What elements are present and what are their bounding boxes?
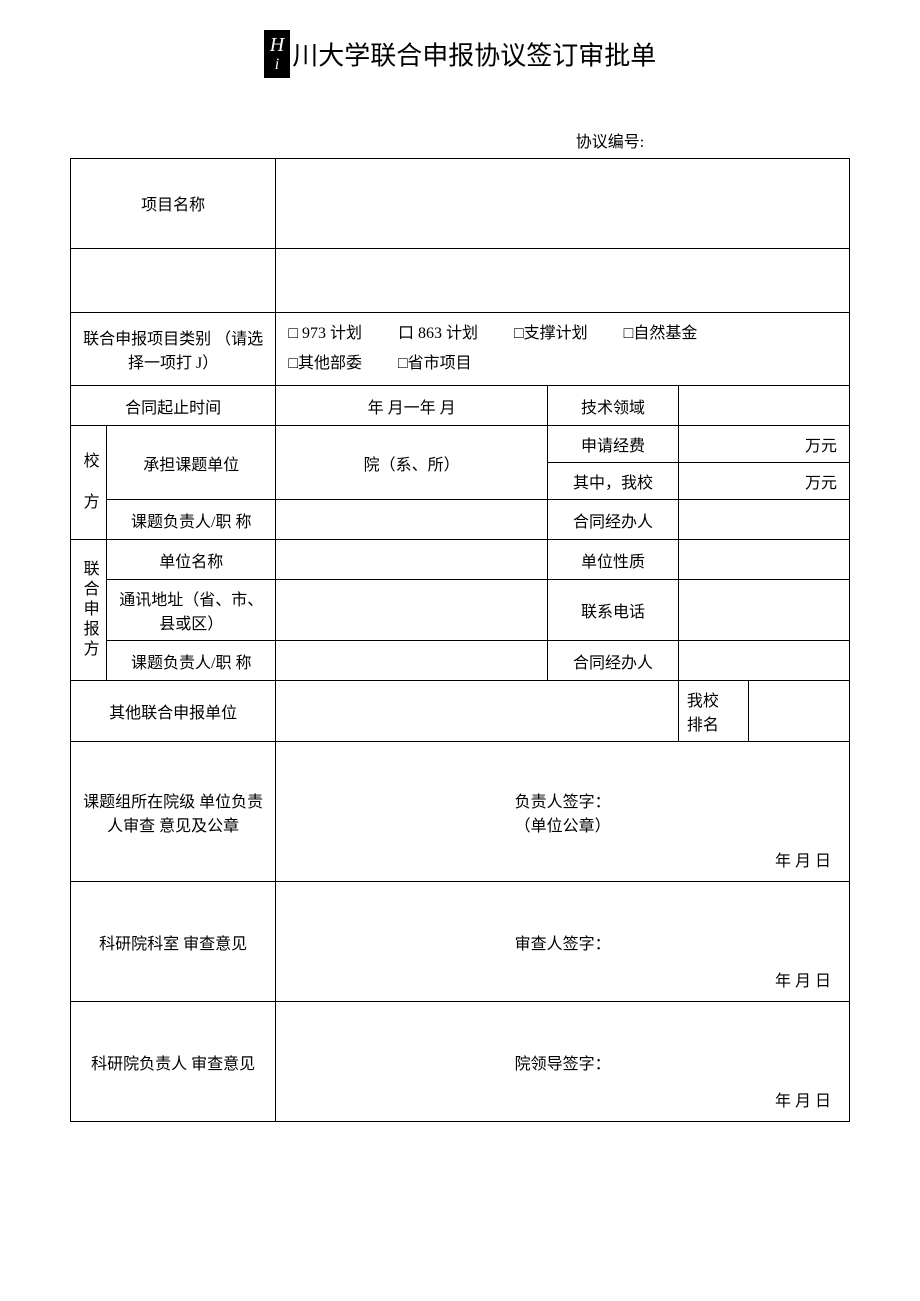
label-topic-leader-school: 课题负责人/职 称 [107, 500, 276, 540]
field-dept-review[interactable]: 负责人签字： （单位公章） 年 月 日 [276, 742, 850, 882]
field-wherein-school[interactable]: 万元 [678, 463, 849, 500]
label-joint-side: 联合申报方 [71, 540, 107, 681]
field-unit-nature[interactable] [678, 540, 849, 580]
title-prefix-h: H [270, 34, 284, 56]
title-text: 川大学联合申报协议签订审批单 [292, 41, 656, 70]
empty-cell-right[interactable] [276, 248, 850, 312]
field-contract-handler-school[interactable] [678, 500, 849, 540]
label-director-review: 科研院负责人 审查意见 [71, 1002, 276, 1122]
label-project-name: 项目名称 [71, 158, 276, 248]
title-prefix-i: i [270, 56, 284, 74]
checkbox-ministry[interactable]: □其他部委 [288, 349, 362, 379]
field-contact-phone[interactable] [678, 580, 849, 641]
field-office-review[interactable]: 审查人签字： 年 月 日 [276, 882, 850, 1002]
label-other-units: 其他联合申报单位 [71, 681, 276, 742]
field-address[interactable] [276, 580, 548, 641]
category-options: □ 973 计划 口 863 计划 □支撑计划 □自然基金 □其他部委 □省市项目 [276, 312, 850, 386]
field-topic-leader-joint[interactable] [276, 641, 548, 681]
checkbox-nsfc[interactable]: □自然基金 [624, 319, 698, 349]
signature-reviewer-label: 审查人签字： [284, 930, 841, 954]
field-our-rank[interactable] [749, 681, 850, 742]
field-institute[interactable]: 院（系、所） [276, 426, 548, 500]
checkbox-province[interactable]: □省市项目 [398, 349, 472, 379]
label-dept-review: 课题组所在院级 单位负责人审查 意见及公章 [71, 742, 276, 882]
checkbox-support[interactable]: □支撑计划 [514, 319, 588, 349]
title-prefix-box: H i [264, 30, 290, 78]
field-topic-leader-school[interactable] [276, 500, 548, 540]
label-contract-handler-school: 合同经办人 [548, 500, 679, 540]
label-office-review: 科研院科室 审查意见 [71, 882, 276, 1002]
stamp-label: （单位公章） [284, 812, 841, 836]
empty-cell [71, 248, 276, 312]
field-unit-name[interactable] [276, 540, 548, 580]
label-category: 联合申报项目类别 （请选择一项打 J） [71, 312, 276, 386]
label-apply-fund: 申请经费 [548, 426, 679, 463]
label-school-side: 校 方 [71, 426, 107, 540]
label-topic-leader-joint: 课题负责人/职 称 [107, 641, 276, 681]
field-tech-field[interactable] [678, 386, 849, 426]
date-office-review: 年 月 日 [775, 967, 831, 991]
field-contract-period[interactable]: 年 月一年 月 [276, 386, 548, 426]
label-undertake-unit: 承担课题单位 [107, 426, 276, 500]
signature-leader-label: 负责人签字： [284, 788, 841, 812]
checkbox-973[interactable]: □ 973 计划 [288, 319, 362, 349]
field-apply-fund[interactable]: 万元 [678, 426, 849, 463]
field-contract-handler-joint[interactable] [678, 641, 849, 681]
label-unit-nature: 单位性质 [548, 540, 679, 580]
label-tech-field: 技术领域 [548, 386, 679, 426]
field-director-review[interactable]: 院领导签字： 年 月 日 [276, 1002, 850, 1122]
checkbox-863[interactable]: 口 863 计划 [398, 319, 478, 349]
field-project-name[interactable] [276, 158, 850, 248]
label-wherein-school: 其中，我校 [548, 463, 679, 500]
date-director-review: 年 月 日 [775, 1087, 831, 1111]
label-contract-handler-joint: 合同经办人 [548, 641, 679, 681]
label-address: 通讯地址（省、市、县或区） [107, 580, 276, 641]
agreement-number-label: 协议编号: [70, 128, 850, 152]
signature-director-label: 院领导签字： [284, 1050, 841, 1074]
date-dept-review: 年 月 日 [775, 847, 831, 871]
label-our-rank: 我校 排名 [678, 681, 748, 742]
label-contact-phone: 联系电话 [548, 580, 679, 641]
page-title: H i 川大学联合申报协议签订审批单 [70, 30, 850, 78]
label-contract-period: 合同起止时间 [71, 386, 276, 426]
field-other-units[interactable] [276, 681, 679, 742]
approval-form-table: 项目名称 联合申报项目类别 （请选择一项打 J） □ 973 计划 口 863 计… [70, 158, 850, 1123]
label-unit-name: 单位名称 [107, 540, 276, 580]
